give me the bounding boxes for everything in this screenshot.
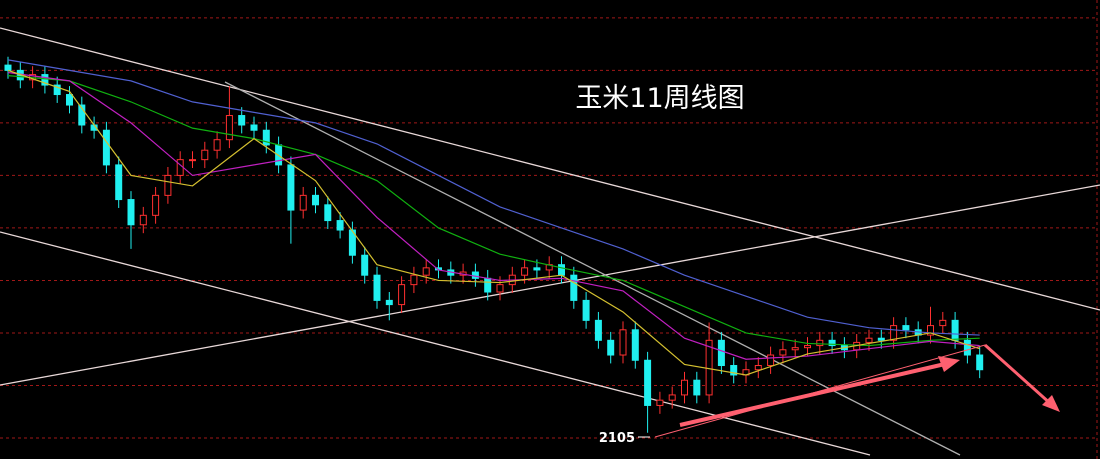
trend-line [0,27,1100,311]
candle-body [754,365,762,371]
candle-body [496,284,504,293]
arrow-head [1042,395,1060,412]
candle-body [668,394,676,401]
candle-body [779,349,787,356]
candle-body [348,229,356,256]
candle-body [619,329,627,356]
candle-body [804,345,811,349]
chart-title: 玉米11周线图 [575,83,744,114]
candle-body [582,299,590,321]
candle-body [594,319,602,341]
candle-body [521,267,529,276]
moving-average [7,75,980,347]
moving-average [7,71,980,360]
candle-body [939,319,947,327]
candle-body [66,94,73,106]
candle-body [250,124,258,131]
candle-body [287,164,295,211]
candle-body [484,277,492,293]
candle-body [164,174,172,196]
candle-body [681,379,688,396]
trend-line [224,81,961,456]
candle-body [693,379,701,396]
candle-body [963,339,971,356]
trend-line [0,184,1100,386]
candle-body [312,194,319,206]
candle-body [570,274,578,301]
candle-body [471,271,479,279]
candle-body [361,254,369,276]
candle-body [115,164,123,201]
candle-body [336,220,344,231]
candle-body [373,274,381,301]
candle-body [717,339,725,367]
candle-body [951,319,959,341]
arrow-line [679,362,946,427]
candle-body [4,64,12,71]
candle-body [533,267,541,271]
candle-body [299,194,307,211]
moving-average [7,59,980,336]
candle-body [139,214,147,226]
arrow-line [983,343,1054,407]
candle-body [656,399,664,406]
candle-body [927,325,934,336]
candle-body [53,84,61,96]
candle-body [324,204,332,222]
candle-body [410,274,418,286]
candle-body [385,299,393,306]
grid [0,17,1097,439]
candle-body [902,325,910,331]
candle-body [890,325,898,341]
moving-average [7,69,980,376]
candle-body [41,74,49,86]
candle-body [865,337,873,343]
candle-body [262,129,270,146]
candle-body [189,159,196,162]
candle-body [102,129,110,166]
candle-body [398,284,406,306]
candle-body [201,149,209,161]
candle-body [152,194,160,216]
candle-body [225,115,233,141]
candle-body [238,115,246,126]
candle-body [644,359,652,406]
candle-body [213,139,221,151]
candle-body [730,365,738,376]
candle-body [791,347,799,351]
arrow-head [938,356,960,372]
arrows [638,343,1060,438]
candle-body [127,199,135,226]
candle-body [828,339,836,347]
candle-body [631,329,639,361]
candle-body [422,267,430,276]
candle-body [705,339,713,396]
candle-body [976,354,984,371]
candle-body [558,264,565,276]
annotation: 2105 [599,431,635,446]
candle-body [78,104,86,126]
candle-body [176,159,184,176]
candle-body [767,354,775,367]
candle-body [877,337,885,341]
candles [4,56,984,433]
candle-body [816,339,824,347]
candle-body [607,339,615,356]
